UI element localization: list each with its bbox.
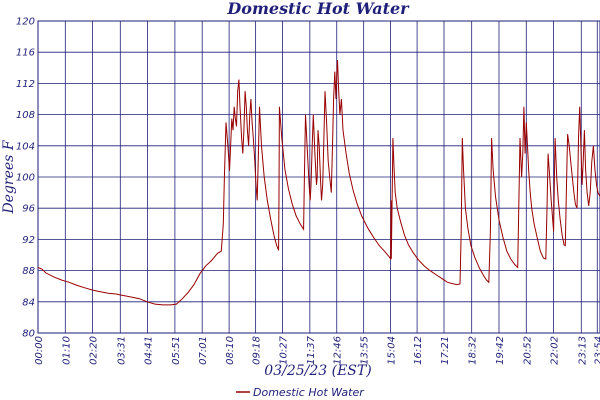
x-tick-label: 03:31: [116, 336, 127, 365]
y-tick-label: 100: [16, 173, 35, 184]
legend: Domestic Hot Water: [236, 386, 365, 399]
y-tick-label: 84: [22, 297, 35, 308]
y-tick-label: 80: [22, 329, 35, 340]
x-tick-label: 23:54: [593, 336, 600, 365]
x-tick-label: 16:12: [413, 336, 424, 365]
x-tick-label: 18:32: [468, 336, 479, 365]
x-tick-label: 10:27: [279, 335, 290, 364]
y-tick-label: 88: [22, 266, 35, 277]
y-tick-label: 104: [16, 141, 35, 152]
x-tick-label: 13:55: [360, 336, 371, 365]
x-tick-label: 07:01: [198, 336, 209, 365]
x-tick-label: 15:04: [387, 336, 398, 365]
grid: [37, 20, 600, 334]
y-tick-label: 116: [16, 48, 35, 59]
x-tick-label: 20:52: [522, 336, 533, 365]
legend-label: Domestic Hot Water: [253, 386, 365, 399]
x-tick-label: 08:10: [225, 336, 236, 365]
x-tick-label: 23:13: [577, 336, 588, 365]
y-tick-label: 96: [22, 204, 35, 215]
x-tick-label: 11:37: [306, 335, 317, 364]
x-tick-label: 02:20: [89, 336, 100, 365]
y-tick-label: 112: [16, 79, 35, 90]
chart-title: Domestic Hot Water: [226, 0, 410, 18]
x-tick-label: 19:42: [495, 336, 506, 365]
y-tick-label: 108: [16, 110, 35, 121]
x-axis-ticks: 00:00 01:10 02:20 03:31 04:41 05:51 07:01 08:10…: [34, 335, 600, 364]
y-axis-ticks: 80 84 88 92 96 100 104 108 112 116 120: [16, 17, 35, 340]
x-tick-label: 00:00: [34, 336, 45, 365]
y-tick-label: 92: [22, 235, 35, 246]
x-tick-label: 22:02: [550, 336, 561, 365]
series-line: [37, 59, 600, 306]
x-axis-label: 03/25/23 (EST): [264, 363, 371, 379]
x-tick-label: 09:18: [252, 336, 263, 365]
x-tick-label: 05:51: [171, 336, 182, 365]
x-tick-label: 01:10: [61, 336, 72, 365]
x-tick-label: 17:21: [440, 336, 451, 365]
x-tick-label: 04:41: [144, 336, 155, 365]
x-tick-label: 12:46: [333, 336, 344, 365]
y-tick-label: 120: [16, 17, 35, 28]
y-axis-label: Degrees F: [1, 139, 17, 214]
